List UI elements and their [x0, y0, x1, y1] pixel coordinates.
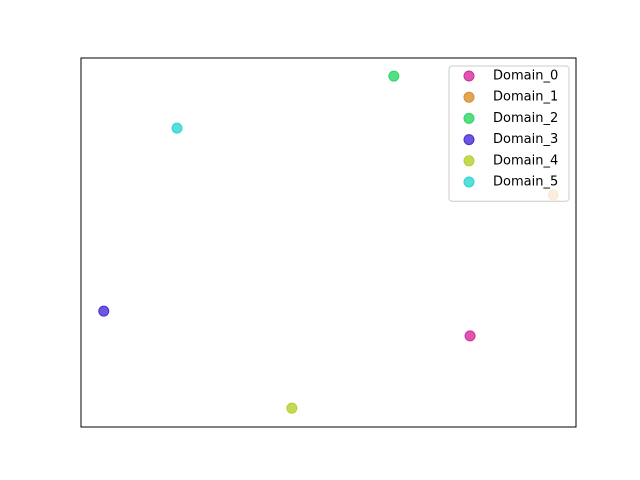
legend-label: Domain_3 [493, 132, 558, 147]
scatter-point [98, 305, 110, 317]
scatter-point [171, 122, 183, 134]
scatter-point [464, 330, 476, 342]
legend-marker [463, 134, 475, 146]
legend-marker [463, 155, 475, 167]
legend-marker [463, 70, 475, 82]
scatter-point [388, 70, 400, 82]
plot-area [98, 70, 559, 414]
legend-marker [463, 91, 475, 103]
legend: Domain_0 Domain_1 Domain_2 Domain_3 Domain_4… [448, 65, 570, 202]
legend-marker [463, 176, 475, 188]
legend-box [448, 65, 570, 202]
legend-marker [463, 112, 475, 124]
legend-label: Domain_5 [493, 175, 558, 190]
legend-label: Domain_2 [493, 111, 558, 126]
axes-frame [80, 57, 577, 428]
legend-label: Domain_1 [493, 90, 558, 105]
scatter-point [286, 402, 298, 414]
legend-label: Domain_0 [493, 69, 558, 84]
legend-label: Domain_4 [493, 153, 558, 168]
